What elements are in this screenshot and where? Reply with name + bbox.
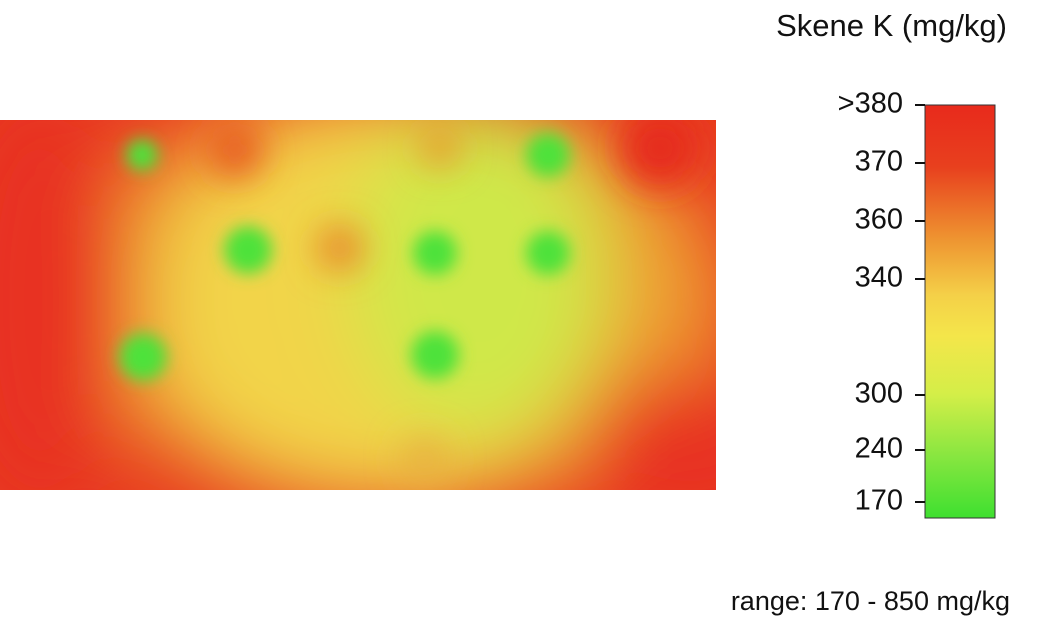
tick-label: 170 xyxy=(855,485,903,517)
tick-label: 370 xyxy=(855,146,903,178)
heat-field xyxy=(0,120,716,490)
color-bar-ticks: >380 370 360 340 300 240 170 xyxy=(838,88,925,517)
tick-label: 300 xyxy=(855,378,903,410)
tick-label: 240 xyxy=(855,433,903,465)
legend-title: Skene K (mg/kg) xyxy=(776,8,1007,43)
tick-label: 340 xyxy=(855,262,903,294)
color-bar xyxy=(924,104,996,519)
tick-label: >380 xyxy=(838,88,903,120)
range-note: range: 170 - 850 mg/kg xyxy=(731,586,1010,616)
tick-label: 360 xyxy=(855,204,903,236)
